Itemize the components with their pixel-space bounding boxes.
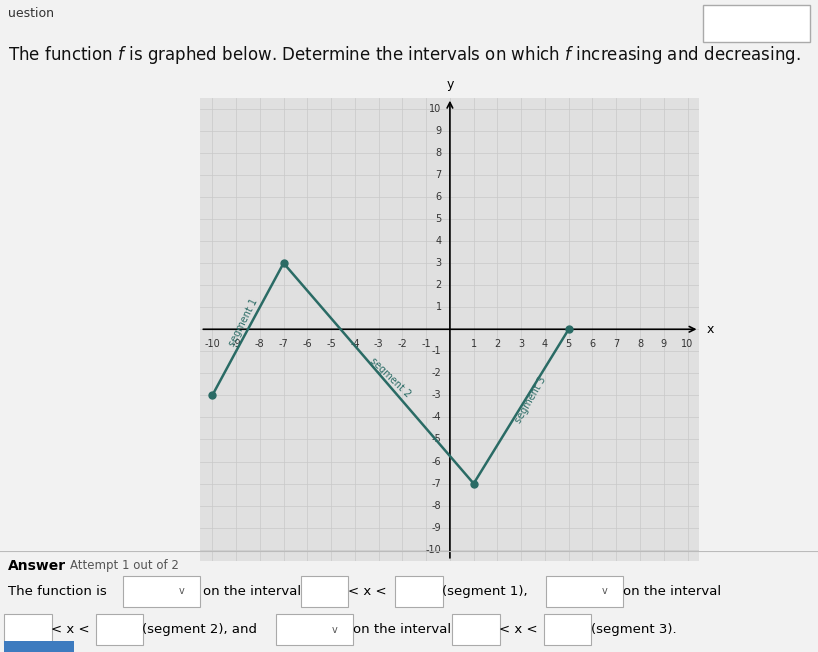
FancyBboxPatch shape [395, 576, 443, 607]
Text: 5: 5 [565, 339, 572, 349]
FancyBboxPatch shape [301, 576, 348, 607]
FancyBboxPatch shape [96, 614, 143, 645]
Text: on the interval: on the interval [623, 585, 721, 598]
Text: on the interval: on the interval [353, 623, 452, 636]
FancyBboxPatch shape [4, 642, 74, 652]
Text: 8: 8 [637, 339, 643, 349]
Text: -9: -9 [432, 523, 442, 533]
Text: 4: 4 [542, 339, 548, 349]
Text: -5: -5 [326, 339, 336, 349]
Text: 9: 9 [661, 339, 667, 349]
FancyBboxPatch shape [123, 576, 200, 607]
FancyBboxPatch shape [4, 614, 52, 645]
Text: 8: 8 [435, 148, 442, 158]
FancyBboxPatch shape [276, 614, 353, 645]
Text: 6: 6 [590, 339, 596, 349]
Text: -6: -6 [432, 456, 442, 467]
Text: 1: 1 [470, 339, 477, 349]
Text: -8: -8 [255, 339, 265, 349]
Text: -9: -9 [231, 339, 240, 349]
Text: -6: -6 [303, 339, 312, 349]
FancyBboxPatch shape [703, 5, 810, 42]
Text: 6: 6 [435, 192, 442, 202]
Text: 7: 7 [435, 170, 442, 180]
Text: (segment 2), and: (segment 2), and [142, 623, 258, 636]
Text: v: v [601, 586, 607, 597]
Text: < x <: < x < [348, 585, 387, 598]
Text: The function is: The function is [8, 585, 107, 598]
Text: -4: -4 [350, 339, 360, 349]
Text: < x <: < x < [499, 623, 537, 636]
Text: v: v [178, 586, 184, 597]
Text: 1: 1 [435, 303, 442, 312]
Text: Answer: Answer [8, 559, 66, 573]
Text: -2: -2 [398, 339, 407, 349]
Text: Attempt 1 out of 2: Attempt 1 out of 2 [70, 559, 178, 572]
Text: 2: 2 [435, 280, 442, 290]
Text: 2: 2 [494, 339, 501, 349]
Text: 7: 7 [614, 339, 619, 349]
Text: -3: -3 [374, 339, 384, 349]
Text: -10: -10 [426, 544, 442, 555]
Text: 10: 10 [681, 339, 694, 349]
Text: (segment 3).: (segment 3). [591, 623, 676, 636]
Text: on the interval: on the interval [203, 585, 301, 598]
Text: uestion: uestion [8, 7, 54, 20]
Text: 4: 4 [435, 236, 442, 246]
Text: segment 1: segment 1 [227, 297, 259, 348]
FancyBboxPatch shape [544, 614, 591, 645]
Text: -2: -2 [432, 368, 442, 378]
Text: -1: -1 [432, 346, 442, 356]
Text: < x <: < x < [51, 623, 89, 636]
Text: 3: 3 [435, 258, 442, 268]
Text: The function $f$ is graphed below. Determine the intervals on which $f$ increasi: The function $f$ is graphed below. Deter… [8, 44, 801, 66]
Text: -3: -3 [432, 391, 442, 400]
Text: 9: 9 [435, 126, 442, 136]
Text: -8: -8 [432, 501, 442, 511]
Text: x: x [707, 323, 714, 336]
Text: -7: -7 [279, 339, 289, 349]
Text: 5: 5 [435, 214, 442, 224]
Text: 10: 10 [429, 104, 442, 114]
FancyBboxPatch shape [452, 614, 500, 645]
Text: -5: -5 [432, 434, 442, 445]
Text: segment 3: segment 3 [514, 375, 548, 425]
Text: -1: -1 [421, 339, 431, 349]
Text: v: v [331, 625, 337, 635]
Text: (segment 1),: (segment 1), [442, 585, 528, 598]
Text: y: y [446, 78, 454, 91]
Text: 3: 3 [518, 339, 524, 349]
FancyBboxPatch shape [546, 576, 623, 607]
Text: -7: -7 [432, 479, 442, 488]
Text: -10: -10 [204, 339, 220, 349]
Text: -4: -4 [432, 413, 442, 422]
Text: segment 2: segment 2 [368, 356, 413, 400]
